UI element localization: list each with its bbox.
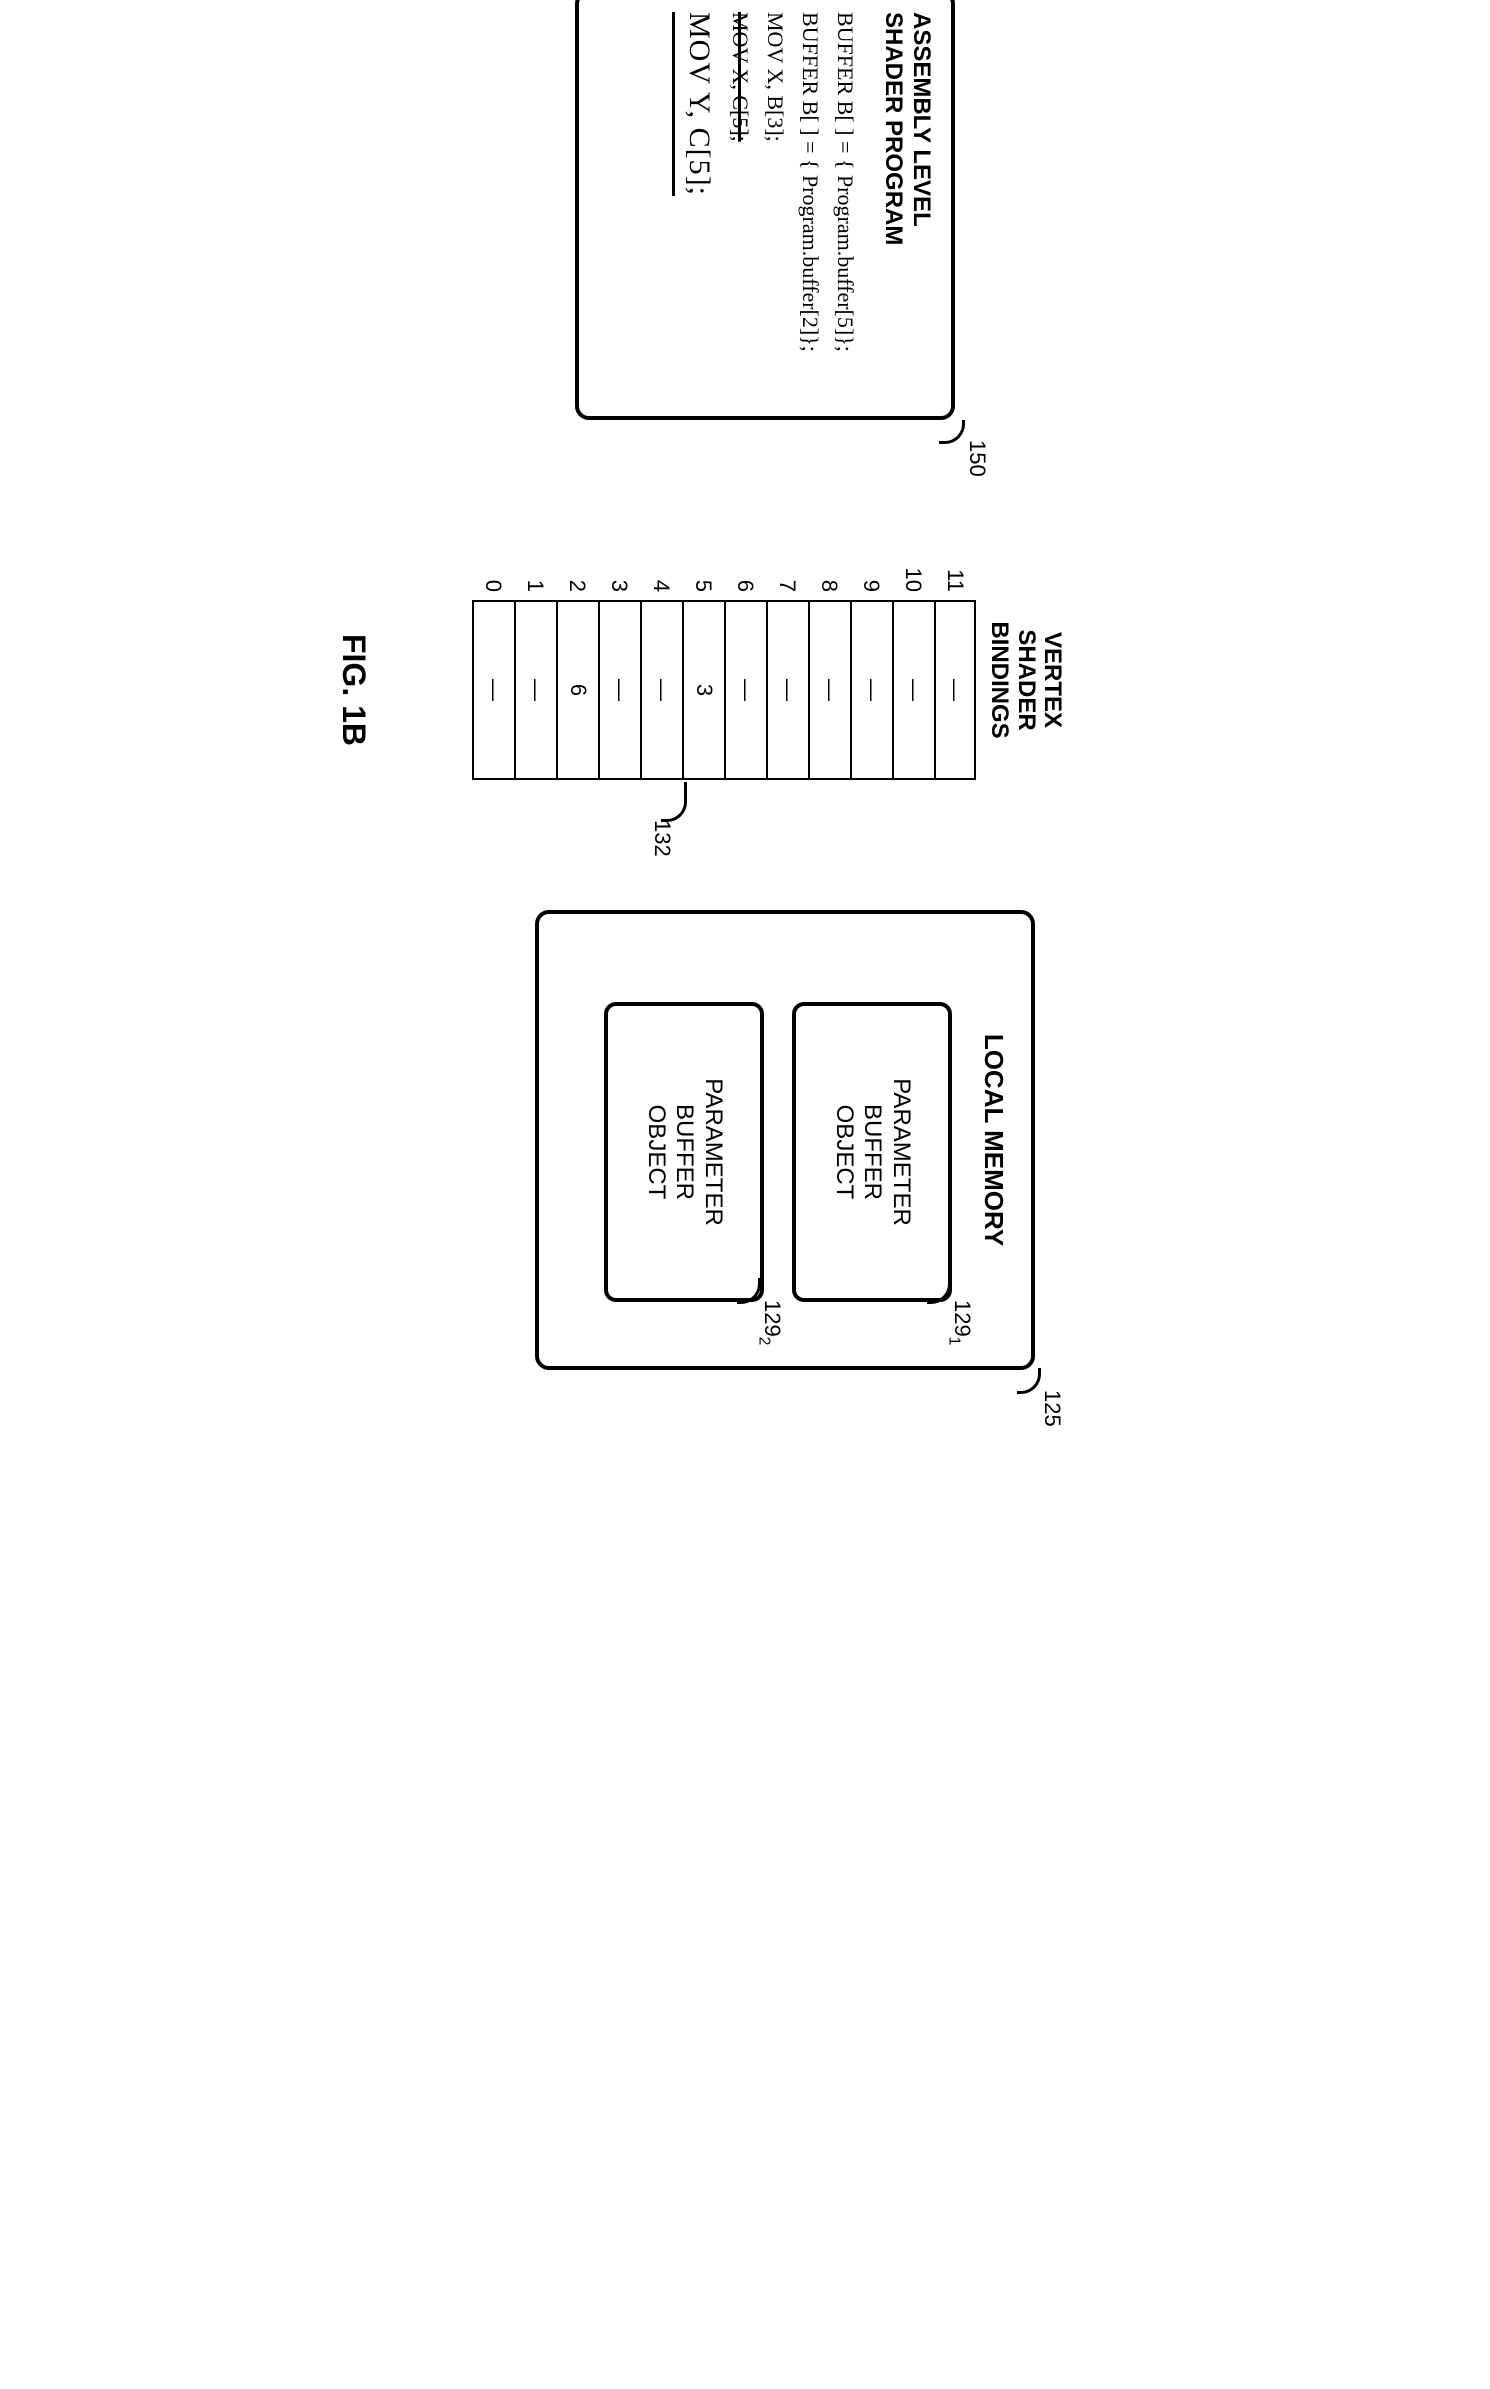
ref-tick <box>939 420 965 444</box>
bindings-cell: — <box>514 600 556 780</box>
asm-panel: ASSEMBLY LEVEL SHADER PROGRAM BUFFER B[ … <box>575 0 955 420</box>
asm-panel-title: ASSEMBLY LEVEL SHADER PROGRAM <box>880 12 935 398</box>
bindings-cell: — <box>892 600 934 780</box>
bindings-cell: 3 <box>682 600 724 780</box>
bindings-cell: 6 <box>556 600 598 780</box>
bindings-row: 8— <box>808 560 850 800</box>
bindings-panel: VERTEX SHADER BINDINGS 0—1—263—4—536—7—8… <box>472 560 1065 800</box>
asm-code-block: BUFFER B[ ] = { Program.buffer[5]}; BUFF… <box>672 12 862 398</box>
asm-line-handwritten: MOV Y, C[5]; <box>672 12 722 398</box>
bindings-index: 7 <box>774 560 800 600</box>
ref-label-memory: 125 <box>1039 1390 1065 1427</box>
asm-line: BUFFER B[ ] = { Program.buffer[2]}; <box>794 12 827 398</box>
bindings-index: 11 <box>942 560 968 600</box>
figure-stage: ASSEMBLY LEVEL SHADER PROGRAM BUFFER B[ … <box>395 0 1095 1390</box>
ref-label-pbo1: 1291 <box>945 1300 975 1345</box>
ref-tick <box>1017 1368 1041 1394</box>
bindings-index: 9 <box>858 560 884 600</box>
pbo-box: PARAMETER BUFFER OBJECT <box>792 1002 952 1302</box>
bindings-title: VERTEX SHADER BINDINGS <box>986 560 1065 800</box>
bindings-row: 26 <box>556 560 598 800</box>
pbo-box: PARAMETER BUFFER OBJECT <box>604 1002 764 1302</box>
ref-label-asm-panel: 150 <box>964 440 990 477</box>
asm-line-struck: MOV X, C[5]; <box>724 12 757 398</box>
bindings-index: 4 <box>648 560 674 600</box>
bindings-row: 0— <box>472 560 514 800</box>
bindings-index: 2 <box>564 560 590 600</box>
bindings-cell: — <box>640 600 682 780</box>
bindings-cell: — <box>598 600 640 780</box>
ref-tick <box>661 782 687 822</box>
bindings-row: 4— <box>640 560 682 800</box>
bindings-cell: — <box>724 600 766 780</box>
bindings-index: 5 <box>690 560 716 600</box>
pbo-label: PARAMETER BUFFER OBJECT <box>829 1078 915 1226</box>
memory-panel-title: LOCAL MEMORY <box>978 932 1009 1348</box>
asm-line: BUFFER B[ ] = { Program.buffer[5]}; <box>829 12 862 398</box>
bindings-cell: — <box>472 600 514 780</box>
bindings-row: 6— <box>724 560 766 800</box>
bindings-index: 3 <box>606 560 632 600</box>
figure-label: FIG. 1B <box>335 634 372 746</box>
ref-label-pbo2: 1292 <box>755 1300 785 1345</box>
bindings-cell: — <box>850 600 892 780</box>
bindings-cell: — <box>934 600 976 780</box>
bindings-table: 0—1—263—4—536—7—8—9—10—11— <box>472 560 976 800</box>
bindings-index: 8 <box>816 560 842 600</box>
bindings-row: 7— <box>766 560 808 800</box>
bindings-cell: — <box>808 600 850 780</box>
bindings-row: 53 <box>682 560 724 800</box>
bindings-index: 0 <box>480 560 506 600</box>
ref-label-bindings: 132 <box>649 820 675 857</box>
bindings-cell: — <box>766 600 808 780</box>
bindings-row: 10— <box>892 560 934 800</box>
bindings-row: 11— <box>934 560 976 800</box>
asm-line: MOV X, B[3]; <box>759 12 792 398</box>
bindings-row: 9— <box>850 560 892 800</box>
bindings-index: 6 <box>732 560 758 600</box>
bindings-row: 3— <box>598 560 640 800</box>
pbo-label: PARAMETER BUFFER OBJECT <box>641 1078 727 1226</box>
bindings-index: 10 <box>900 560 926 600</box>
bindings-row: 1— <box>514 560 556 800</box>
bindings-index: 1 <box>522 560 548 600</box>
